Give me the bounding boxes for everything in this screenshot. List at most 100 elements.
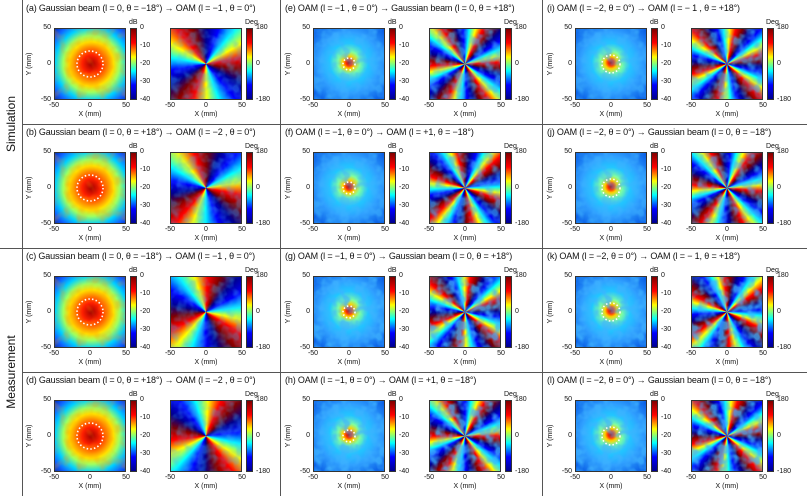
column-divider bbox=[280, 0, 281, 496]
colorbar-tick-label: 0 bbox=[661, 148, 665, 155]
colorbar-tick-label: -20 bbox=[661, 432, 672, 439]
beam-marker bbox=[342, 305, 356, 319]
map-texture bbox=[55, 153, 125, 223]
x-tick-label: 0 bbox=[725, 102, 729, 109]
colorbar-tick-label: -10 bbox=[399, 290, 410, 297]
x-tick-label: -50 bbox=[307, 226, 319, 233]
phase-colorbar bbox=[505, 276, 512, 348]
colorbar-tick-label: -10 bbox=[661, 414, 672, 421]
x-tick-label: 50 bbox=[643, 350, 651, 357]
y-axis-label: Y (mm) bbox=[26, 52, 33, 76]
phase-colorbar bbox=[767, 400, 774, 472]
x-tick-label: 0 bbox=[725, 474, 729, 481]
panel-title: (c) Gaussian beam (l = 0, θ = −18°) → OA… bbox=[26, 251, 255, 261]
x-tick-label: -50 bbox=[164, 102, 176, 109]
phase-colorbar bbox=[505, 400, 512, 472]
x-tick-label: 50 bbox=[122, 474, 130, 481]
y-tick-label: 0 bbox=[306, 184, 310, 191]
speckle bbox=[576, 29, 646, 99]
colorbar-unit: dB bbox=[650, 19, 659, 26]
x-tick-label: -50 bbox=[48, 102, 60, 109]
x-tick-label: -50 bbox=[48, 350, 60, 357]
speckle bbox=[692, 277, 762, 347]
colorbar-unit: Deg. bbox=[766, 19, 781, 26]
colorbar-tick-label: -180 bbox=[777, 220, 792, 227]
colorbar-tick-label: -40 bbox=[399, 468, 410, 475]
x-axis-label: X (mm) bbox=[194, 235, 218, 242]
y-tick-label: 0 bbox=[568, 184, 572, 191]
beam-marker bbox=[76, 298, 104, 326]
amplitude-colorbar bbox=[130, 152, 137, 224]
colorbar-tick-label: -30 bbox=[661, 326, 672, 333]
x-tick-label: 50 bbox=[122, 226, 130, 233]
x-axis-label: X (mm) bbox=[194, 483, 218, 490]
map-texture bbox=[314, 29, 384, 99]
colorbar-tick-label: -20 bbox=[140, 432, 151, 439]
colorbar-unit: dB bbox=[129, 267, 138, 274]
y-axis-label: Y (mm) bbox=[26, 300, 33, 324]
colorbar-tick-label: -10 bbox=[661, 166, 672, 173]
map-texture bbox=[55, 29, 125, 99]
speckle bbox=[430, 401, 500, 471]
map-texture bbox=[430, 29, 500, 99]
phase-map bbox=[429, 28, 501, 100]
x-tick-label: 50 bbox=[381, 474, 389, 481]
map-texture bbox=[430, 401, 500, 471]
y-tick-label: 50 bbox=[302, 396, 310, 403]
colorbar-tick-label: 0 bbox=[399, 272, 403, 279]
y-axis-label: Y (mm) bbox=[285, 52, 292, 76]
phase-colorbar bbox=[767, 152, 774, 224]
colorbar-tick-label: 0 bbox=[777, 184, 781, 191]
y-tick-label: 0 bbox=[306, 308, 310, 315]
speckle bbox=[55, 401, 125, 471]
panel-title: (k) OAM (l = −2, θ = 0°) → OAM (l = − 1,… bbox=[547, 251, 741, 261]
x-tick-label: 50 bbox=[759, 102, 767, 109]
x-tick-label: 50 bbox=[643, 474, 651, 481]
amplitude-map bbox=[575, 400, 647, 472]
phase-colorbar bbox=[767, 276, 774, 348]
x-axis-label: X (mm) bbox=[599, 359, 623, 366]
x-tick-label: 50 bbox=[497, 474, 505, 481]
colorbar-unit: dB bbox=[650, 391, 659, 398]
colorbar-tick-label: -180 bbox=[515, 96, 530, 103]
group-divider bbox=[0, 248, 807, 249]
y-axis-label: Y (mm) bbox=[285, 176, 292, 200]
colorbar-tick-label: -10 bbox=[399, 414, 410, 421]
map-texture bbox=[171, 401, 241, 471]
x-axis-label: X (mm) bbox=[194, 359, 218, 366]
phase-map bbox=[170, 28, 242, 100]
colorbar-unit: dB bbox=[388, 267, 397, 274]
colorbar-tick-label: -10 bbox=[399, 166, 410, 173]
colorbar-tick-label: -10 bbox=[661, 290, 672, 297]
y-axis-label: Y (mm) bbox=[26, 176, 33, 200]
speckle bbox=[430, 153, 500, 223]
colorbar-unit: Deg. bbox=[504, 143, 519, 150]
colorbar-tick-label: -40 bbox=[399, 96, 410, 103]
x-tick-label: 0 bbox=[204, 226, 208, 233]
x-tick-label: 0 bbox=[347, 102, 351, 109]
phase-colorbar bbox=[505, 28, 512, 100]
speckle bbox=[314, 277, 384, 347]
x-tick-label: 50 bbox=[238, 350, 246, 357]
y-tick-label: 0 bbox=[568, 60, 572, 67]
y-tick-label: 0 bbox=[47, 308, 51, 315]
panel-title: (i) OAM (l = −2, θ = 0°) → OAM (l = − 1 … bbox=[547, 3, 740, 13]
panel-title: (b) Gaussian beam (l = 0, θ = +18°) → OA… bbox=[26, 127, 256, 137]
colorbar-tick-label: -180 bbox=[515, 344, 530, 351]
x-axis-label: X (mm) bbox=[715, 111, 739, 118]
phase-map bbox=[429, 400, 501, 472]
x-axis-label: X (mm) bbox=[453, 359, 477, 366]
colorbar-tick-label: -20 bbox=[399, 184, 410, 191]
x-tick-label: 50 bbox=[759, 474, 767, 481]
amplitude-colorbar bbox=[651, 400, 658, 472]
y-tick-label: -50 bbox=[561, 220, 572, 227]
y-tick-label: 50 bbox=[302, 148, 310, 155]
x-tick-label: 50 bbox=[643, 226, 651, 233]
colorbar-tick-label: -40 bbox=[140, 96, 151, 103]
x-tick-label: 50 bbox=[759, 226, 767, 233]
colorbar-tick-label: -20 bbox=[399, 308, 410, 315]
y-tick-label: -50 bbox=[40, 96, 51, 103]
colorbar-tick-label: -30 bbox=[140, 202, 151, 209]
colorbar-unit: Deg. bbox=[766, 391, 781, 398]
x-tick-label: 0 bbox=[347, 350, 351, 357]
